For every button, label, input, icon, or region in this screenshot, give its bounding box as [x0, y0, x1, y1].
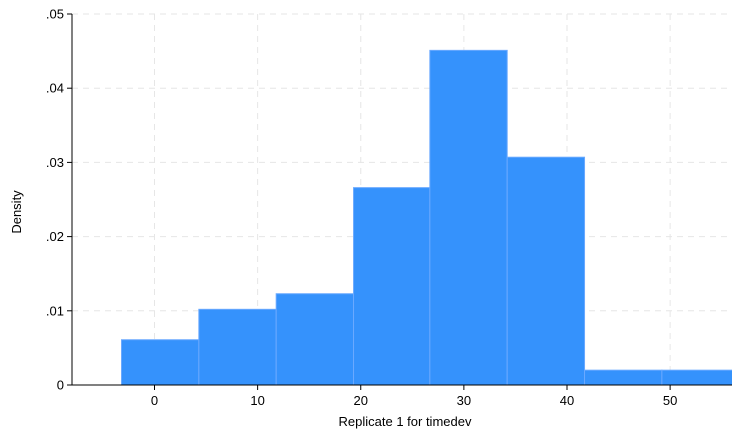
y-axis-title: Density [9, 190, 24, 234]
x-tick-label: 0 [151, 393, 158, 408]
histogram-bar [353, 187, 431, 386]
x-tick-label: 20 [354, 393, 368, 408]
x-tick-label: 30 [457, 393, 471, 408]
histogram-bar [121, 339, 200, 386]
x-tick-label: 50 [663, 393, 677, 408]
y-tick-label: .04 [46, 81, 64, 96]
x-tick-label: 10 [250, 393, 264, 408]
axes-layer [67, 13, 732, 390]
histogram-bar [198, 308, 277, 386]
y-tick-label: .01 [46, 303, 64, 318]
histogram-bar [275, 293, 355, 386]
x-tick-label: 40 [560, 393, 574, 408]
labels-layer: 0 .01 .02 .03 .04 .05 0 10 20 30 40 50 [46, 7, 677, 409]
y-tick-label: .05 [46, 7, 64, 22]
histogram-bar [429, 49, 508, 386]
histogram-bar [584, 369, 663, 386]
y-tick-label: .02 [46, 229, 64, 244]
bars-layer [121, 49, 732, 386]
y-tick-label: .03 [46, 155, 64, 170]
histogram-bar [661, 369, 732, 386]
histogram-bar [506, 156, 586, 386]
y-tick-label: 0 [57, 378, 64, 393]
x-axis-title: Replicate 1 for timedev [339, 414, 472, 429]
